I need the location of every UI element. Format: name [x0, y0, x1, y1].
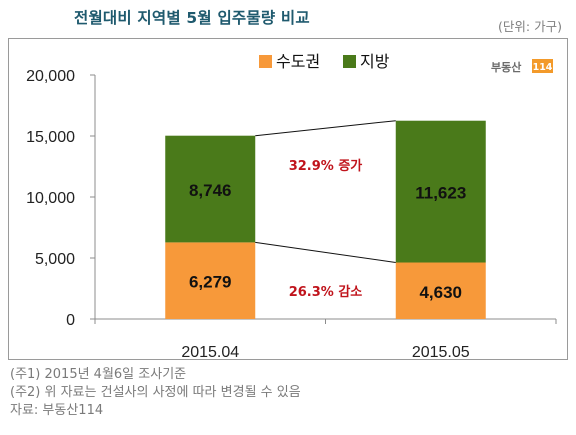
x-tick-label: 2015.05: [412, 344, 470, 361]
bar-segment-region: [395, 120, 486, 263]
bar-segment-capital: [395, 262, 486, 319]
logo-badge-text: 114: [533, 62, 553, 73]
legend-swatch-region: [343, 55, 356, 68]
x-tick-label: 2015.04: [181, 344, 239, 361]
footnote-2: (주2) 위 자료는 건설사의 사정에 따라 변경될 수 있음: [10, 385, 301, 400]
chart-frame: [8, 38, 568, 360]
y-tick-label: 20,000: [26, 68, 75, 85]
legend-swatch-capital: [259, 55, 272, 68]
logo-text: 부동산: [491, 60, 521, 74]
footnotes: (주1) 2015년 4월6일 조사기준 (주2) 위 자료는 건설사의 사정에…: [10, 366, 301, 420]
unit-label: (단위: 가구): [498, 19, 562, 34]
bar-value-label: 6,279: [189, 273, 232, 292]
logo-badge: [532, 59, 553, 73]
bar-segment-region: [165, 135, 256, 243]
y-tick-label: 10,000: [26, 190, 75, 207]
region-change-annotation: 32.9% 증가: [289, 159, 363, 174]
footnote-1: (주1) 2015년 4월6일 조사기준: [10, 367, 187, 382]
bar-value-label: 11,623: [415, 184, 466, 203]
connector-line-total: [255, 120, 396, 137]
brand-logo: 부동산 114: [491, 59, 553, 74]
bar-value-label: 8,746: [189, 181, 232, 200]
y-tick-label: 5,000: [35, 251, 75, 268]
y-tick-label: 15,000: [26, 129, 75, 146]
bar-value-label: 4,630: [419, 283, 462, 302]
chart-title: 전월대비 지역별 5월 입주물량 비교: [74, 9, 310, 27]
connector-line-capital: [255, 241, 396, 264]
legend-label-capital: 수도권: [276, 52, 320, 71]
capital-change-annotation: 26.3% 감소: [289, 285, 363, 300]
bar-segment-capital: [165, 242, 256, 319]
footnote-source: 자료: 부동산114: [10, 403, 104, 418]
y-tick-label: 0: [66, 312, 75, 329]
legend-label-region: 지방: [360, 52, 390, 71]
